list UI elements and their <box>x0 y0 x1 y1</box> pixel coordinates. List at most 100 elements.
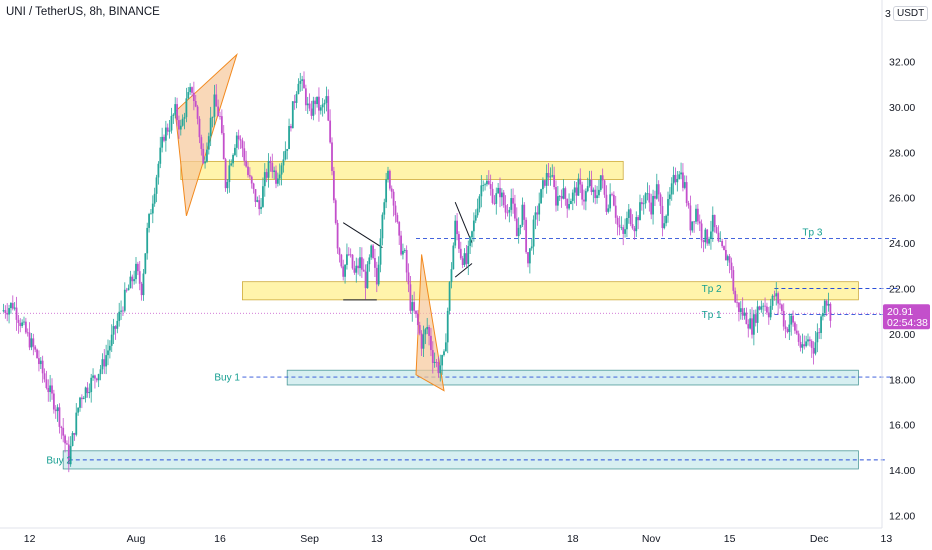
candle-body <box>780 304 783 311</box>
candle-body <box>601 175 604 181</box>
x-tick-label: 13 <box>881 533 893 545</box>
candle-body <box>816 332 819 343</box>
candle-body <box>586 186 589 192</box>
candle-body <box>549 176 552 178</box>
candle-body <box>385 179 388 203</box>
candle-body <box>170 115 173 131</box>
candle-body <box>581 184 584 200</box>
candle-body <box>779 303 781 305</box>
candle-body <box>230 163 233 166</box>
y-tick-label: 12.00 <box>889 511 915 523</box>
candle-body <box>80 397 83 400</box>
candle-body <box>79 397 81 408</box>
candle-body <box>452 245 455 270</box>
candle-body <box>366 264 369 289</box>
candle-body <box>396 215 399 223</box>
candle-body <box>355 265 358 273</box>
x-tick-label: Sep <box>300 533 319 545</box>
candle-body <box>469 237 472 246</box>
candle-body <box>465 253 468 264</box>
candle-body <box>543 180 546 186</box>
candle-body <box>812 347 815 354</box>
candle-body <box>310 108 313 116</box>
candle-body <box>659 194 662 206</box>
candle-body <box>525 219 528 253</box>
y-tick-label: 26.00 <box>889 193 915 205</box>
candle-body <box>598 189 600 196</box>
candle-body <box>592 189 595 192</box>
candle-body <box>84 387 87 398</box>
candle-body <box>271 162 274 172</box>
candle-body <box>570 200 572 205</box>
candle-body <box>260 206 262 210</box>
candle-body <box>375 267 378 285</box>
candle-body <box>706 229 709 244</box>
candle-body <box>566 199 569 209</box>
candle-body <box>534 212 537 220</box>
candle-body <box>723 246 725 251</box>
resistance-zone <box>241 281 859 301</box>
candle-body <box>562 188 565 199</box>
candle-body <box>241 140 244 149</box>
candle-body <box>683 182 686 188</box>
candle-body <box>374 258 376 268</box>
candle-body <box>150 213 152 215</box>
candle-body <box>736 302 738 304</box>
candle-body <box>616 217 619 225</box>
candle-body <box>760 306 763 310</box>
candle-body <box>125 289 128 291</box>
candle-body <box>435 361 438 363</box>
candle-body <box>691 221 694 231</box>
candle-body <box>159 147 162 164</box>
candle-body <box>822 313 824 317</box>
price-tag-bg <box>883 304 930 330</box>
candle-body <box>639 202 641 221</box>
candle-body <box>73 433 76 435</box>
candle-body <box>784 326 787 330</box>
candle-body <box>777 293 780 304</box>
candle-body <box>553 175 556 188</box>
currency-selector[interactable]: USDT <box>893 6 929 21</box>
candle-body <box>217 106 220 116</box>
candle-body <box>247 166 249 176</box>
pattern-line-lower <box>454 263 473 278</box>
candle-body <box>179 125 182 130</box>
candle-body <box>661 205 664 229</box>
candle-body <box>103 359 106 367</box>
candle-body <box>633 228 636 232</box>
candle-body <box>497 187 500 194</box>
y-tick-label: 14.00 <box>889 465 915 477</box>
level-labels-layer: Tp 3 Tp 2 Tp 1 Buy 1 Buy 2 <box>46 227 822 466</box>
candle-body <box>698 221 701 224</box>
top-axis-value: 3 <box>885 8 891 20</box>
candle-body <box>767 312 770 318</box>
candle-body <box>655 184 658 199</box>
candle-body <box>34 346 37 350</box>
candle-body <box>803 344 806 347</box>
symbol-title[interactable]: UNI / TetherUS, 8h, BINANCE <box>6 6 160 18</box>
candle-body <box>99 369 102 375</box>
candle-body <box>407 272 410 285</box>
candle-body <box>792 315 794 323</box>
candle-body <box>704 229 707 243</box>
candle-body <box>721 240 724 247</box>
candle-body <box>204 161 206 164</box>
candle-body <box>472 220 475 232</box>
candle-body <box>114 326 117 329</box>
candle-body <box>624 229 626 234</box>
candle-body <box>528 248 531 264</box>
candle-body <box>480 185 483 197</box>
candle-body <box>573 187 576 193</box>
candle-body <box>594 189 597 199</box>
candle-body <box>207 136 210 150</box>
candle-body <box>146 227 149 254</box>
y-tick-label: 30.00 <box>889 102 915 114</box>
candle-body <box>183 117 186 119</box>
candle-body <box>306 103 309 106</box>
candle-body <box>568 204 570 209</box>
countdown-label: 02:54:38 <box>887 317 928 329</box>
candle-body <box>351 254 354 269</box>
y-tick-label: 24.00 <box>889 238 915 250</box>
candle-body <box>717 232 720 242</box>
